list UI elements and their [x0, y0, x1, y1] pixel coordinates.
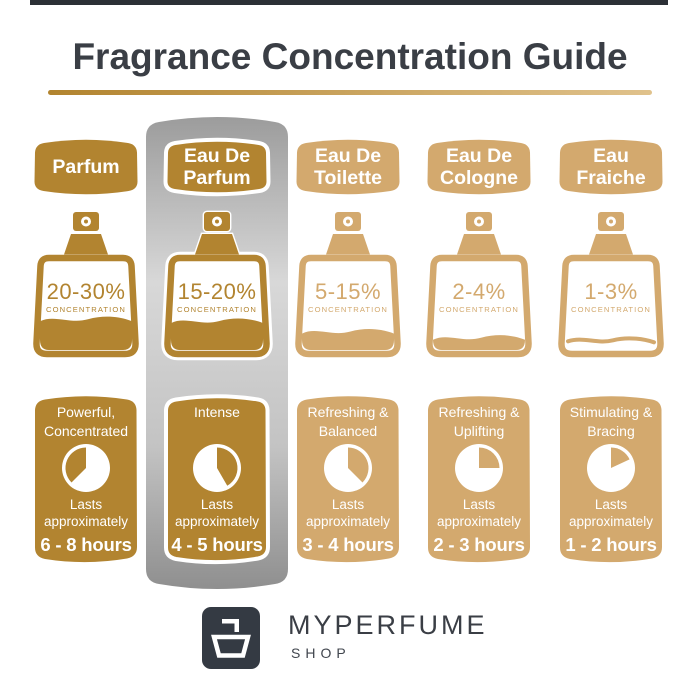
column-eau-de-cologne: Eau De Cologne 2-4% CONCENTRATION Refres…	[425, 135, 533, 568]
concentration-value: 1-3%	[584, 279, 637, 304]
clock-pie-icon	[324, 444, 372, 492]
liquid-fill	[171, 318, 263, 350]
duration-card: Intense Lasts approximately 4 - 5 hours	[163, 392, 271, 568]
category-tab	[34, 139, 138, 195]
title-underline	[48, 90, 652, 95]
concentration-label: CONCENTRATION	[308, 305, 388, 314]
perfume-bottle-icon: 2-4% CONCENTRATION	[426, 212, 532, 358]
category-name-line: Toilette	[314, 167, 382, 189]
bottle-body	[558, 254, 664, 358]
bottle-collar	[589, 234, 633, 255]
concentration-label: CONCENTRATION	[177, 305, 257, 314]
duration-card: Refreshing & Uplifting Lasts approximate…	[425, 392, 533, 568]
lasts-label: Lasts approximately	[305, 497, 391, 529]
category-name-line: Eau De	[314, 145, 382, 167]
category-tab	[296, 139, 400, 195]
category-name-line: Eau	[593, 145, 629, 167]
bottle-body	[426, 254, 532, 358]
clock-pie-icon	[587, 444, 635, 492]
perfume-bottle-icon: 15-20% CONCENTRATION	[161, 210, 273, 361]
duration-card: Stimulating & Bracing Lasts approximatel…	[557, 392, 665, 568]
category-name-line: Eau De	[183, 145, 251, 167]
category-tab	[427, 139, 531, 195]
brand-logo	[202, 607, 260, 669]
category-name: Eau De Cologne	[425, 135, 533, 199]
category-name: Eau Fraiche	[557, 135, 665, 199]
column-eau-de-parfum: Eau De Parfum 15-20% CONCENTRATION Inten…	[161, 135, 273, 568]
bottle-collar	[457, 234, 501, 255]
liquid-fill	[302, 328, 394, 350]
clock-pie-icon	[193, 444, 241, 492]
category-name: Eau De Parfum	[163, 135, 271, 199]
lasts-label: Lasts approximately	[43, 497, 129, 529]
lasts-label: Lasts approximately	[568, 497, 654, 529]
perfume-bottle-icon: 5-15% CONCENTRATION	[295, 212, 401, 358]
category-name-line: Fraiche	[576, 167, 646, 189]
duration-value: 1 - 2 hours	[565, 534, 657, 555]
category-name: Parfum	[32, 135, 140, 199]
liquid-fill	[40, 316, 132, 350]
brand-shop-label: SHOP	[291, 645, 351, 661]
duration-card: Powerful, Concentrated Lasts approximate…	[32, 392, 140, 568]
concentration-value: 15-20%	[178, 279, 257, 304]
category-name-line: Eau De	[445, 145, 513, 167]
brand-name: MYPERFUME	[288, 610, 488, 640]
bottle-collar	[193, 232, 241, 256]
column-eau-de-toilette: Eau De Toilette 5-15% CONCENTRATION Refr…	[294, 135, 402, 568]
page-title: Fragrance Concentration Guide	[72, 36, 628, 77]
duration-value: 4 - 5 hours	[171, 534, 263, 555]
category-name-line: Parfum	[183, 167, 251, 189]
clock-pie-icon	[62, 444, 110, 492]
scent-character: Stimulating & Bracing	[569, 404, 653, 439]
clock-pie-icon	[455, 444, 503, 492]
duration-value: 6 - 8 hours	[40, 534, 132, 555]
liquid-fill	[433, 335, 525, 350]
bottle-collar	[64, 234, 108, 255]
category-name: Eau De Toilette	[294, 135, 402, 199]
category-name-line: Parfum	[52, 156, 120, 178]
lasts-label: Lasts approximately	[174, 497, 260, 529]
concentration-value: 2-4%	[452, 279, 505, 304]
lasts-label: Lasts approximately	[436, 497, 522, 529]
scent-character: Refreshing & Balanced	[307, 404, 389, 439]
concentration-label: CONCENTRATION	[46, 305, 126, 314]
category-name-line: Cologne	[440, 167, 518, 189]
duration-value: 3 - 4 hours	[302, 534, 394, 555]
category-tab	[559, 139, 663, 195]
column-parfum: Parfum 20-30% CONCENTRATION Powerful, Co…	[32, 135, 140, 568]
liquid-fill	[566, 336, 656, 345]
logo-bottle-icon	[211, 634, 251, 658]
duration-card: Refreshing & Balanced Lasts approximatel…	[294, 392, 402, 568]
column-eau-fraiche: Eau Fraiche 1-3% CONCENTRATION Stimulati…	[557, 135, 665, 568]
scent-character: Refreshing & Uplifting	[438, 404, 520, 439]
concentration-label: CONCENTRATION	[571, 305, 651, 314]
scent-character: Powerful, Concentrated	[43, 404, 129, 439]
logo-cap-icon	[222, 619, 239, 624]
concentration-value: 5-15%	[315, 279, 381, 304]
concentration-value: 20-30%	[47, 279, 126, 304]
perfume-bottle-icon: 20-30% CONCENTRATION	[33, 212, 139, 358]
duration-value: 2 - 3 hours	[433, 534, 525, 555]
category-tab	[163, 137, 271, 197]
scent-character: Intense	[194, 404, 240, 420]
concentration-label: CONCENTRATION	[439, 305, 519, 314]
perfume-bottle-icon: 1-3% CONCENTRATION	[558, 212, 664, 358]
bottle-collar	[326, 234, 370, 255]
frame-top-line	[30, 0, 668, 5]
